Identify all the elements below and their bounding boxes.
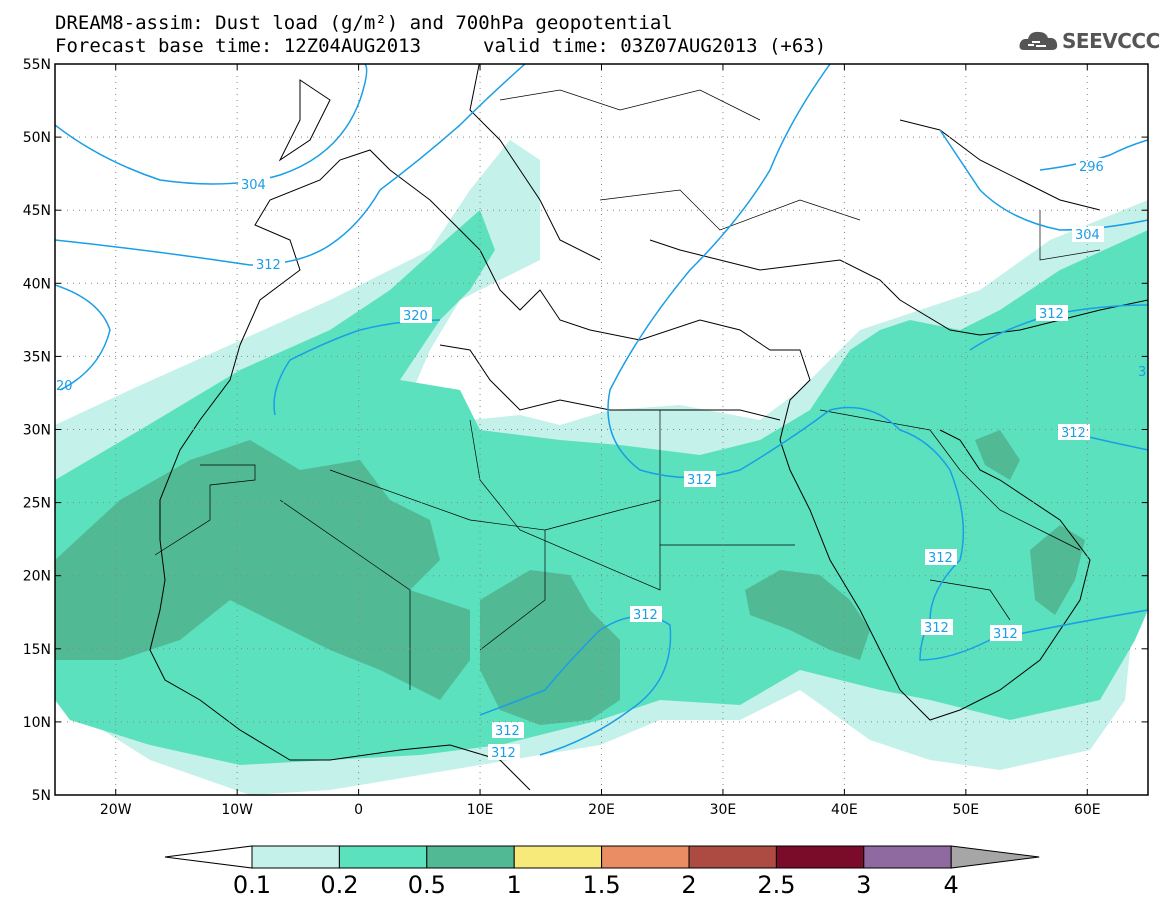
colorbar-segment [688,845,777,869]
colorbar-label: 1.5 [583,871,621,899]
contour-labels: 304 312 296 304 312 320 20 312 312 312 3… [56,158,1146,761]
contour-label: 312 [1061,426,1086,441]
lat-label: 30N [23,423,51,439]
contour-label: 312 [993,627,1018,642]
lon-label: 30E [710,802,737,818]
coastlines [149,64,1148,791]
cloud-icon [1019,31,1058,50]
colorbar-label: 4 [944,871,959,899]
contour-label: 312 [256,258,281,273]
dust-patch-west [55,440,470,700]
lat-label: 50N [23,130,51,146]
lon-label: 20W [100,802,132,818]
colorbar-label: 2.5 [757,871,795,899]
colorbar-segment [426,845,515,869]
map-title: DREAM8-assim: Dust load (g/m²) and 700hP… [55,12,673,34]
colorbar-over-arrow [950,845,1040,869]
contour-label: 312 [491,746,516,761]
lat-label: 20N [23,569,51,585]
map-subtitle: Forecast base time: 12Z04AUG2013 valid ti… [55,35,826,57]
dust-patch-chad [480,570,620,725]
colorbar-label: 3 [856,871,871,899]
lat-label: 35N [23,349,51,365]
lat-label: 55N [23,57,51,73]
colorbar-segment [513,845,603,869]
lon-label: 0 [354,802,363,818]
contour-label: 304 [1075,228,1100,243]
lat-label: 10N [23,715,51,731]
axis-ticks [55,63,1148,796]
contour-label: 3 [1138,365,1146,380]
dust-patch-sudan [745,570,870,660]
lat-label: 25N [23,496,51,512]
lat-label: 45N [23,203,51,219]
colorbar-under-arrow [164,845,253,869]
lon-label: 60E [1074,802,1101,818]
colorbar-label: 1 [507,871,522,899]
colorbar-label: 2 [681,871,696,899]
lon-label: 10W [221,802,253,818]
lat-label: 15N [23,642,51,658]
longitude-labels: 20W 10W 0 10E 20E 30E 40E 50E 60E [100,802,1101,818]
seevccc-logo: SEEVCCC [1018,26,1160,56]
base-time: Forecast base time: 12Z04AUG2013 [55,35,422,57]
logo-text: SEEVCCC [1062,29,1160,53]
colorbar-label: 0.1 [233,871,271,899]
contour-label: 320 [403,309,428,324]
lon-label: 20E [588,802,615,818]
lon-label: 10E [467,802,494,818]
latitude-labels: 55N 50N 45N 40N 35N 30N 25N 20N 15N 10N 5N [23,57,51,804]
contour-label: 312 [1039,307,1064,322]
lat-lon-grid [55,64,1148,795]
dust-patch-oman [1030,525,1085,615]
colorbar-segment [601,845,690,869]
colorbar-segment [251,845,340,869]
contour-label: 312 [924,621,949,636]
dust-patch-gulf [975,430,1020,480]
contour-label: 304 [241,178,266,193]
country-borders [154,89,1101,690]
contour-label: 312 [633,608,658,623]
contour-label: 312 [495,724,520,739]
lon-label: 40E [831,802,858,818]
contour-label: 296 [1079,160,1104,175]
colorbar-label: 0.2 [320,871,358,899]
colorbar-segment [775,845,865,869]
lat-label: 40N [23,276,51,292]
contour-label: 20 [56,379,73,394]
lat-label: 5N [32,788,51,804]
colorbar-label: 0.5 [408,871,446,899]
contour-label: 312 [928,551,953,566]
valid-time: valid time: 03Z07AUG2013 (+63) [483,35,827,57]
colorbar-segment [863,845,952,869]
lon-label: 50E [952,802,979,818]
colorbar-segment [338,845,428,869]
contour-label: 312 [687,473,712,488]
